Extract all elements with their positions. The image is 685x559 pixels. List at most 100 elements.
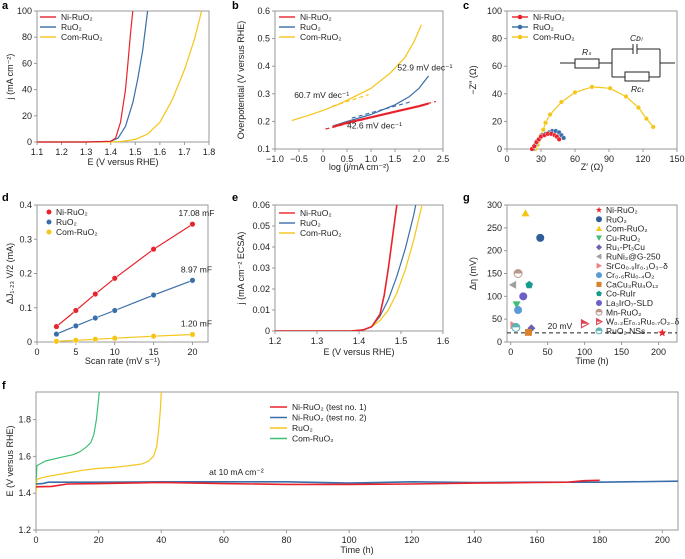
x-tick-label: 180 bbox=[592, 535, 607, 545]
x-tick-label: 1.7 bbox=[178, 147, 191, 157]
x-tick-label: 1.3 bbox=[311, 336, 324, 346]
plot-frame bbox=[274, 10, 444, 150]
y-tick-label: 0.4 bbox=[19, 200, 32, 210]
x-tick-label: 2.5 bbox=[437, 154, 450, 164]
x-tick-label: 80 bbox=[282, 535, 292, 545]
capacitance-label: 17.08 mF bbox=[179, 208, 215, 218]
fit-line-red bbox=[325, 100, 436, 130]
data-point bbox=[556, 136, 562, 142]
x-axis-label: Scan rate (mV s⁻¹) bbox=[85, 356, 160, 366]
y-tick-label: 1.8 bbox=[18, 415, 31, 425]
legend-label: RuO₂ NSs bbox=[606, 326, 645, 336]
y-tick-label: 40 bbox=[22, 85, 32, 95]
legend-marker bbox=[46, 229, 52, 235]
y-tick-label: 20 bbox=[492, 116, 502, 126]
legend-marker bbox=[517, 14, 523, 20]
legend-marker bbox=[46, 209, 52, 215]
legend-label: RuO₂ bbox=[300, 22, 321, 32]
marker-triangle-up bbox=[521, 209, 530, 217]
data-point bbox=[150, 333, 157, 340]
y-tick-label: 0.6 bbox=[257, 6, 270, 16]
resistor-rs bbox=[574, 58, 600, 69]
y-axis-label: E (V versus RHE) bbox=[5, 425, 15, 496]
x-tick-label: 1.8 bbox=[203, 147, 216, 157]
marker-fill bbox=[596, 327, 602, 331]
y-tick-label: 80 bbox=[492, 34, 502, 44]
data-point bbox=[92, 314, 99, 322]
data-point bbox=[540, 127, 546, 133]
marker-half-circle bbox=[513, 269, 523, 278]
data-point bbox=[92, 336, 99, 343]
resistor-rct bbox=[624, 71, 650, 82]
marker-half-circle bbox=[595, 327, 603, 335]
marker-fill bbox=[511, 323, 520, 328]
x-tick-label: 0 bbox=[320, 154, 325, 164]
data-point bbox=[589, 84, 595, 90]
y-tick-label: 100 bbox=[487, 6, 502, 16]
data-point bbox=[558, 99, 564, 105]
legend-label: Ni-RuO₂ (test no. 1) bbox=[292, 402, 367, 412]
marker-flag bbox=[580, 318, 590, 329]
data-point bbox=[189, 331, 196, 338]
data-point bbox=[531, 143, 537, 149]
marker-circle bbox=[536, 233, 545, 242]
legend-label: Ni-RuO₂ (test no. 2) bbox=[292, 413, 367, 423]
plot-frame bbox=[35, 391, 679, 531]
legend-label: Mn-RuO₂ bbox=[606, 307, 641, 317]
data-point bbox=[53, 338, 60, 345]
legend-label: Ni-RuO₂ bbox=[61, 12, 93, 22]
panel-g: 0 50 100 150 200 0 50 100 150 200 250 300 g Time (h) Δ… bbox=[463, 192, 680, 366]
legend-label: Com-RuO₂ bbox=[56, 227, 98, 237]
fit-line-blue bbox=[56, 279, 193, 335]
legend-label: W₀.₂Er₀.₁Ru₀.₇O₂₋δ bbox=[606, 317, 680, 327]
series-line-yellow bbox=[36, 392, 162, 494]
x-tick-label: 150 bbox=[669, 154, 684, 164]
data-point bbox=[53, 323, 60, 330]
x-tick-label: 0 bbox=[504, 154, 509, 164]
data-point bbox=[72, 322, 79, 329]
y-tick-label: 0.3 bbox=[19, 234, 32, 244]
x-tick-label: 100 bbox=[342, 535, 357, 545]
x-axis-label: Time (h) bbox=[575, 356, 608, 366]
marker-square bbox=[525, 329, 532, 336]
plot-frame bbox=[36, 10, 210, 143]
legend-label: RuNi₂@G-250 bbox=[606, 252, 661, 262]
current-density-annotation: at 10 mA cm⁻² bbox=[209, 467, 264, 477]
x-axis-label: E (V versus RHE) bbox=[323, 347, 394, 357]
marker-flag bbox=[596, 317, 604, 326]
marker-half-circle bbox=[511, 322, 521, 332]
legend-label: La₃IrO₇-SLD bbox=[606, 298, 653, 308]
series-line-red bbox=[36, 479, 600, 488]
series-line-red bbox=[275, 205, 398, 331]
y-tick-label: 0.2 bbox=[19, 269, 32, 279]
y-axis-label: Δη (mV) bbox=[468, 257, 478, 290]
y-tick-label: 50 bbox=[492, 314, 502, 324]
legend-label: RuO₂ bbox=[606, 214, 627, 224]
capacitance-label: 1.20 mF bbox=[181, 318, 212, 328]
legend-label: Ru₁-Pt₃Cu bbox=[606, 242, 645, 252]
x-tick-label: 100 bbox=[577, 347, 592, 357]
data-point bbox=[650, 124, 656, 130]
marker-circle bbox=[596, 300, 602, 306]
panel-d: 0 5 10 15 20 0 0.1 0.2 0.3 0.4 d Scan rate (mV s⁻¹)… bbox=[2, 192, 214, 366]
legend-label: Ni-RuO₂ bbox=[56, 207, 88, 217]
y-tick-label: 40 bbox=[492, 89, 502, 99]
data-point bbox=[572, 89, 578, 95]
y-axis-label: −Z″ (Ω) bbox=[468, 65, 478, 94]
panel-label: b bbox=[232, 0, 239, 12]
circuit-label-rs: Rₛ bbox=[582, 47, 592, 57]
data-point bbox=[189, 221, 196, 228]
y-tick-label: 0 bbox=[27, 337, 32, 347]
x-tick-label: 40 bbox=[156, 535, 166, 545]
series-line-red bbox=[37, 10, 134, 143]
plot-frame bbox=[506, 10, 678, 150]
panel-label: a bbox=[2, 0, 9, 12]
legend-label: RuO₂ bbox=[300, 218, 321, 228]
legend-label: Ni-RuO₂ bbox=[300, 12, 332, 22]
x-tick-label: 1.4 bbox=[353, 336, 366, 346]
y-tick-label: 0 bbox=[497, 144, 502, 154]
data-point bbox=[607, 85, 613, 91]
x-tick-label: 50 bbox=[543, 347, 553, 357]
panel-label: d bbox=[2, 192, 9, 204]
